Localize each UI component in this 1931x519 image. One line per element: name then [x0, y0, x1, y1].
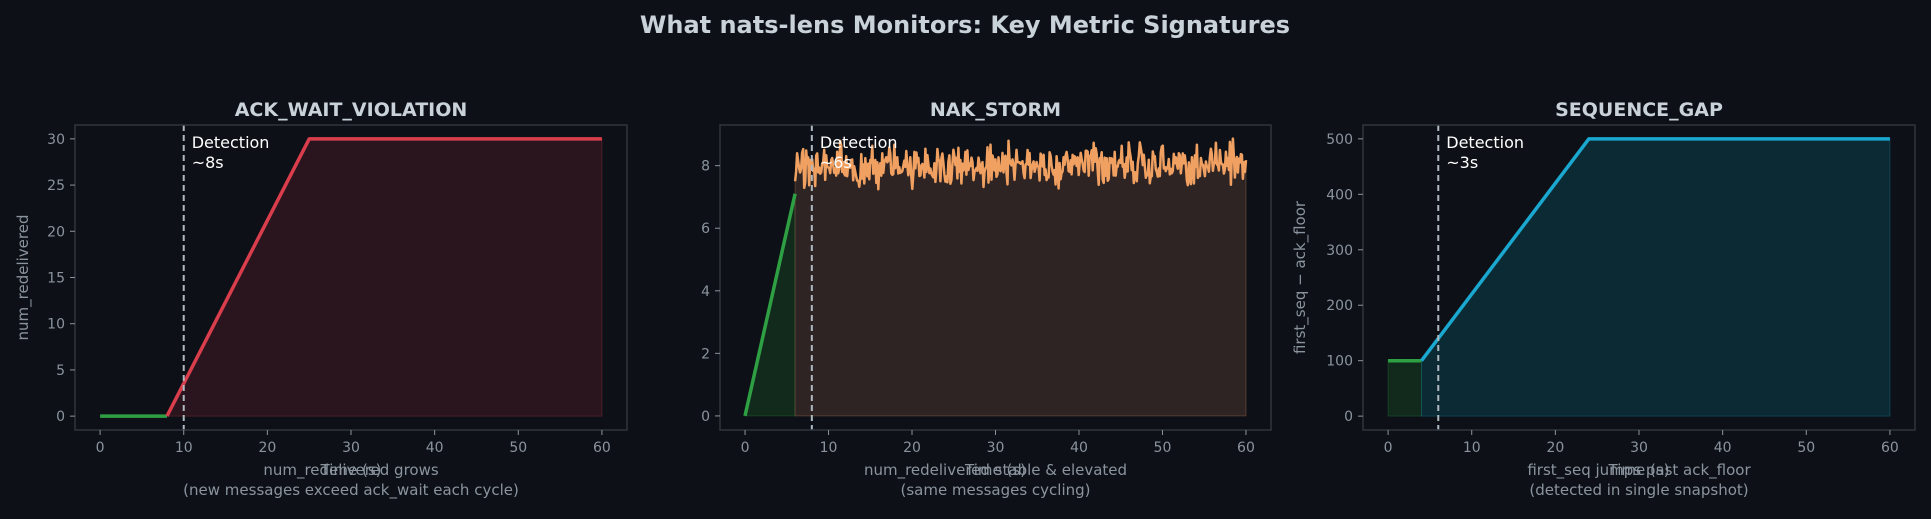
x-tick-label: 20 — [258, 440, 276, 456]
y-axis-label: num_redelivered — [14, 215, 33, 341]
y-tick-label: 100 — [1326, 354, 1353, 370]
panel-caption: first_seq jumps past ack_floor — [1527, 461, 1751, 480]
x-tick-label: 20 — [1546, 440, 1564, 456]
x-tick-label: 30 — [342, 440, 360, 456]
detection-label: ~3s — [1446, 153, 1478, 172]
x-axis-label: Time (s) — [1608, 461, 1670, 479]
panel-title: NAK_STORM — [930, 99, 1061, 121]
y-tick-label: 400 — [1326, 187, 1353, 203]
panel-nak-storm: NAK_STORM Detection~6s 0 10 20 30 40 50 60 0 2 4 6 8 T… — [701, 99, 1272, 499]
detection-label: ~8s — [192, 153, 224, 172]
y-tick-label: 5 — [56, 363, 65, 379]
x-tick-label: 10 — [820, 440, 838, 456]
series-fill-anomaly — [166, 138, 603, 417]
figure-title: What nats-lens Monitors: Key Metric Sign… — [640, 11, 1290, 39]
series-fill-anomaly — [794, 138, 1247, 417]
panel-caption: (same messages cycling) — [900, 481, 1090, 499]
x-axis-label: Time (s) — [964, 461, 1026, 479]
x-axis-label: Time (s) — [320, 461, 382, 479]
detection-label: Detection — [192, 133, 270, 152]
y-tick-label: 30 — [47, 132, 65, 148]
panel-title: SEQUENCE_GAP — [1555, 99, 1723, 121]
x-tick-label: 60 — [1881, 440, 1899, 456]
series-line-anomaly — [1420, 137, 1890, 362]
y-tick-label: 500 — [1326, 132, 1353, 148]
x-tick-label: 50 — [1797, 440, 1815, 456]
y-tick-label: 8 — [701, 159, 710, 175]
x-tick-label: 0 — [741, 440, 750, 456]
panel-caption: num_redelivered stable & elevated — [864, 461, 1127, 480]
y-tick-label: 6 — [701, 221, 710, 237]
x-tick-label: 50 — [509, 440, 527, 456]
detection-label: Detection — [820, 133, 898, 152]
x-tick-label: 30 — [1630, 440, 1648, 456]
series-fill-anomaly — [1421, 138, 1891, 417]
series-line-normal — [743, 193, 797, 417]
x-tick-label: 0 — [96, 440, 105, 456]
x-tick-label: 10 — [1463, 440, 1481, 456]
x-tick-label: 50 — [1154, 440, 1172, 456]
x-tick-label: 40 — [1070, 440, 1088, 456]
x-tick-label: 20 — [903, 440, 921, 456]
y-tick-label: 0 — [1344, 409, 1353, 425]
y-tick-label: 15 — [47, 271, 65, 287]
y-axis-label: first_seq − ack_floor — [1291, 200, 1310, 354]
detection-label: ~6s — [820, 153, 852, 172]
panel-sequence-gap: SEQUENCE_GAP Detection~3s 0 10 20 30 40 50 60 0 10… — [1291, 99, 1916, 499]
x-tick-label: 10 — [175, 440, 193, 456]
y-tick-label: 4 — [701, 284, 710, 300]
x-tick-label: 40 — [1714, 440, 1732, 456]
y-tick-label: 20 — [47, 224, 65, 240]
y-tick-label: 10 — [47, 317, 65, 333]
panel-title: ACK_WAIT_VIOLATION — [235, 99, 468, 121]
series-line-anomaly — [793, 137, 1248, 191]
panel-caption: num_redelivered grows — [263, 461, 439, 480]
x-tick-label: 0 — [1384, 440, 1393, 456]
y-tick-label: 25 — [47, 178, 65, 194]
series-line-anomaly — [165, 137, 602, 417]
series-fill-normal — [1387, 360, 1422, 417]
x-tick-label: 60 — [593, 440, 611, 456]
detection-label: Detection — [1446, 133, 1524, 152]
y-tick-label: 300 — [1326, 243, 1353, 259]
y-tick-label: 200 — [1326, 298, 1353, 314]
x-tick-label: 30 — [987, 440, 1005, 456]
x-tick-label: 60 — [1237, 440, 1255, 456]
panel-caption: (detected in single snapshot) — [1529, 481, 1748, 499]
panel-caption: (new messages exceed ack_wait each cycle… — [183, 481, 519, 500]
y-tick-label: 0 — [701, 409, 710, 425]
y-tick-label: 2 — [701, 346, 710, 362]
x-tick-label: 40 — [426, 440, 444, 456]
y-tick-label: 0 — [56, 409, 65, 425]
panel-ack-wait-violation: ACK_WAIT_VIOLATION Detection~8s 0 10 20 30 40 5… — [14, 99, 628, 500]
